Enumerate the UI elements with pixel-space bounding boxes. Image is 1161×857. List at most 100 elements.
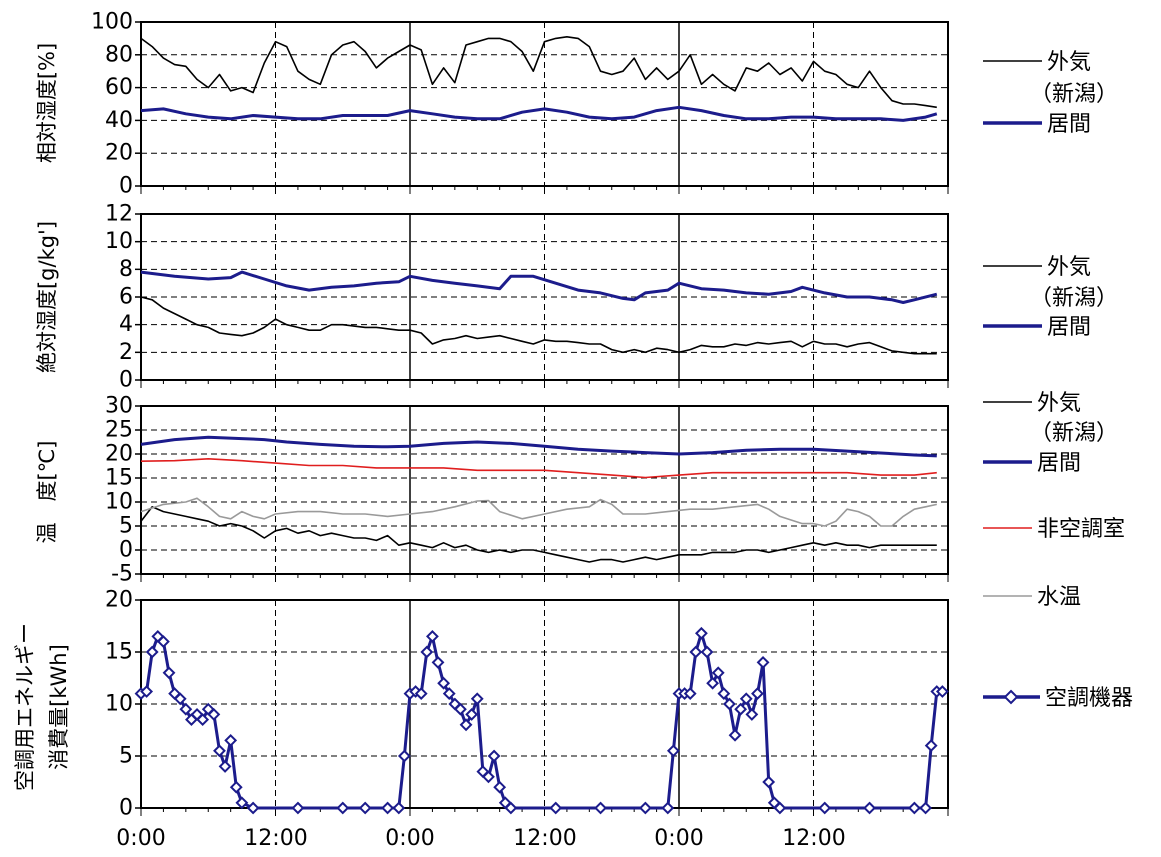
energy-series-0-line xyxy=(141,633,942,808)
energy-series-0-point xyxy=(147,647,157,657)
ah-y-tick-label: 12 xyxy=(105,202,133,227)
energy-series-0-point xyxy=(596,803,606,813)
temp-legend-unconditioned: 非空調室 xyxy=(1037,517,1125,542)
x-tick-label: 12:00 xyxy=(513,826,576,851)
ah-series-1-line xyxy=(141,272,937,302)
temp-y-axis-label: 温 度[℃] xyxy=(35,441,59,544)
energy-series-0-point xyxy=(489,751,499,761)
rh-chart: 相対湿度[%] 0 20 40 60 80 100 xyxy=(35,10,948,199)
energy-series-0-point xyxy=(237,798,247,808)
energy-series-0-point xyxy=(383,803,393,813)
rh-legend-living: 居間 xyxy=(1047,112,1091,137)
x-tick-label: 0:00 xyxy=(116,826,165,851)
energy-series-0-point xyxy=(164,668,174,678)
energy-series-0-point xyxy=(865,803,875,813)
ah-y-tick-label: 4 xyxy=(119,312,133,337)
energy-chart: 空調用エネルギー 消費量[kWh] 0 5 10 15 20 xyxy=(13,588,948,821)
energy-y-tick-label: 20 xyxy=(105,588,133,613)
rh-y-axis-label: 相対湿度[%] xyxy=(35,43,59,163)
energy-legend: 空調機器 xyxy=(983,686,1133,711)
energy-series-0-point xyxy=(472,694,482,704)
ah-legend: 外気 （新潟） 居間 xyxy=(983,255,1118,340)
rh-y-tick-label: 0 xyxy=(119,174,133,199)
energy-y-tick-label: 0 xyxy=(119,796,133,821)
ah-legend-outdoor-line2: （新潟） xyxy=(1030,286,1118,311)
energy-series-0-point xyxy=(752,689,762,699)
rh-y-tick-label: 100 xyxy=(91,10,133,35)
energy-series-0-point xyxy=(427,631,437,641)
energy-series-0-point xyxy=(640,803,650,813)
energy-series-0-point xyxy=(696,628,706,638)
temp-y-tick-label: 5 xyxy=(119,514,133,539)
temp-legend: 外気 （新潟） 居間 非空調室 水温 xyxy=(983,391,1125,610)
ah-series-0-line xyxy=(141,297,937,354)
temp-y-tick-label: 15 xyxy=(105,466,133,491)
energy-series-0-point xyxy=(691,647,701,657)
energy-series-0-point xyxy=(220,761,230,771)
rh-legend-outdoor: 外気 xyxy=(1047,50,1091,75)
temp-series-2-line xyxy=(141,459,937,478)
energy-y-tick-label: 5 xyxy=(119,744,133,769)
energy-series-0-point xyxy=(758,657,768,667)
rh-y-tick-label: 60 xyxy=(105,75,133,100)
temp-y-tick-label: -5 xyxy=(111,562,133,587)
energy-series-0-point xyxy=(422,647,432,657)
temp-y-tick-label: 10 xyxy=(105,490,133,515)
rh-y-tick-label: 40 xyxy=(105,108,133,133)
temp-legend-outdoor-line2: （新潟） xyxy=(1030,421,1118,446)
temp-series-3-line xyxy=(141,498,937,526)
energy-series-0-point xyxy=(360,803,370,813)
ah-y-tick-label: 8 xyxy=(119,257,133,282)
x-tick-label: 12:00 xyxy=(244,826,307,851)
energy-series-0-point xyxy=(668,746,678,756)
rh-series-1-line xyxy=(141,107,937,120)
energy-series-0-point xyxy=(747,709,757,719)
temp-legend-water: 水温 xyxy=(1037,585,1081,610)
ah-y-tick-label: 10 xyxy=(105,229,133,254)
energy-series-0-point xyxy=(663,803,673,813)
energy-series-0-point xyxy=(433,657,443,667)
energy-series-0-point xyxy=(231,782,241,792)
energy-series-0-point xyxy=(248,803,258,813)
energy-series-0-point xyxy=(820,803,830,813)
rh-series-0-line xyxy=(141,37,937,108)
temp-y-tick-label: 30 xyxy=(105,394,133,419)
temp-legend-living: 居間 xyxy=(1037,451,1081,476)
rh-y-tick-label: 20 xyxy=(105,141,133,166)
temp-y-tick-label: 20 xyxy=(105,442,133,467)
temp-y-tick-label: 0 xyxy=(119,538,133,563)
energy-series-0-point xyxy=(926,741,936,751)
energy-series-0-point xyxy=(495,782,505,792)
temp-series-1-line xyxy=(141,437,937,456)
x-tick-label: 0:00 xyxy=(385,826,434,851)
x-axis-tick-labels: 0:00 12:00 0:00 12:00 0:00 12:00 xyxy=(116,826,845,851)
temp-legend-outdoor: 外気 xyxy=(1037,391,1081,416)
energy-series-0-point xyxy=(293,803,303,813)
ah-legend-living: 居間 xyxy=(1047,315,1091,340)
energy-series-0-point xyxy=(394,803,404,813)
energy-series-0-point xyxy=(399,751,409,761)
energy-series-0-point xyxy=(214,746,224,756)
ah-y-axis-label: 絶対湿度[g/kg'] xyxy=(35,221,59,373)
energy-series-0-point xyxy=(338,803,348,813)
rh-y-tick-label: 80 xyxy=(105,42,133,67)
energy-series-0-point xyxy=(909,803,919,813)
energy-y-tick-label: 10 xyxy=(105,692,133,717)
energy-series-0-point xyxy=(730,730,740,740)
ah-y-tick-label: 0 xyxy=(119,368,133,393)
rh-legend-outdoor-line2: （新潟） xyxy=(1030,82,1118,107)
energy-series-0-point xyxy=(764,777,774,787)
energy-y-axis-label: 空調用エネルギー xyxy=(13,623,37,791)
ah-y-tick-label: 6 xyxy=(119,285,133,310)
energy-y-axis-label-line2: 消費量[kWh] xyxy=(47,644,71,770)
energy-series-0-point xyxy=(226,735,236,745)
ah-y-tick-label: 2 xyxy=(119,340,133,365)
rh-legend: 外気 （新潟） 居間 xyxy=(983,50,1118,137)
ah-legend-outdoor: 外気 xyxy=(1047,255,1091,280)
x-tick-label: 12:00 xyxy=(782,826,845,851)
energy-y-tick-label: 15 xyxy=(105,640,133,665)
temp-y-tick-label: 25 xyxy=(105,418,133,443)
x-tick-label: 0:00 xyxy=(654,826,703,851)
